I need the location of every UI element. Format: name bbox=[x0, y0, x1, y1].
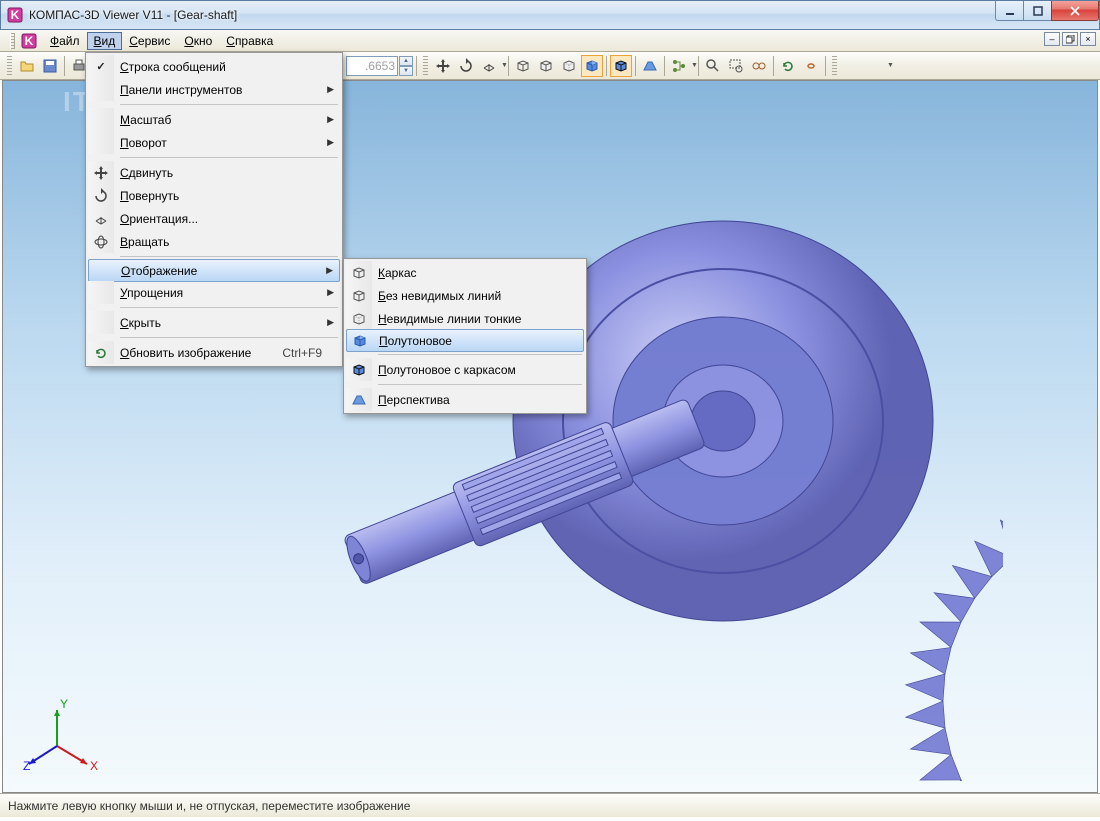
axis-gizmo: Y X Z bbox=[23, 696, 101, 774]
menu-item[interactable]: Полутоновое bbox=[346, 329, 584, 352]
pan-button[interactable] bbox=[432, 55, 454, 77]
shaded-button[interactable] bbox=[581, 55, 603, 77]
toolbar-grip[interactable] bbox=[10, 33, 15, 49]
menu-help[interactable]: Справка bbox=[219, 32, 280, 50]
svg-text:Z: Z bbox=[23, 759, 30, 773]
menu-item[interactable]: Поворот▶ bbox=[88, 131, 340, 154]
svg-text:K: K bbox=[25, 34, 34, 48]
display-submenu-dropdown: КаркасБез невидимых линийНевидимые линии… bbox=[343, 258, 587, 414]
menu-item[interactable]: Сдвинуть bbox=[88, 161, 340, 184]
menu-item[interactable]: Невидимые линии тонкие bbox=[346, 307, 584, 330]
save-button[interactable] bbox=[39, 55, 61, 77]
toolbar-grip[interactable] bbox=[832, 56, 837, 76]
menu-item[interactable]: Перспектива bbox=[346, 388, 584, 411]
title-bar: K КОМПАС-3D Viewer V11 - [Gear-shaft] bbox=[0, 0, 1100, 30]
maximize-button[interactable] bbox=[1023, 1, 1052, 21]
menu-item[interactable]: Повернуть bbox=[88, 184, 340, 207]
rotate-button[interactable] bbox=[455, 55, 477, 77]
link-button[interactable] bbox=[800, 55, 822, 77]
extra2-button[interactable] bbox=[864, 55, 886, 77]
menu-item[interactable]: Масштаб▶ bbox=[88, 108, 340, 131]
wireframe-button[interactable] bbox=[512, 55, 534, 77]
menu-view[interactable]: Вид bbox=[87, 32, 123, 50]
status-bar: Нажмите левую кнопку мыши и, не отпуская… bbox=[0, 793, 1100, 817]
view-menu-dropdown: ✓Строка сообщенийПанели инструментов▶ Мас… bbox=[85, 52, 343, 367]
status-text: Нажмите левую кнопку мыши и, не отпуская… bbox=[8, 799, 410, 813]
extra1-button[interactable] bbox=[841, 55, 863, 77]
mdi-restore-button[interactable] bbox=[1062, 32, 1078, 46]
toolbar-grip[interactable] bbox=[423, 56, 428, 76]
menu-item[interactable]: Панели инструментов▶ bbox=[88, 78, 340, 101]
menu-file[interactable]: Файл bbox=[43, 32, 87, 50]
zoom-spinner[interactable]: ▲▼ bbox=[399, 56, 413, 76]
orient-button[interactable] bbox=[478, 55, 500, 77]
menu-item[interactable]: Вращать bbox=[88, 230, 340, 253]
menu-item[interactable]: ✓Строка сообщений bbox=[88, 55, 340, 78]
app-icon: K bbox=[7, 7, 23, 23]
window-title: КОМПАС-3D Viewer V11 - [Gear-shaft] bbox=[29, 8, 237, 22]
menu-window[interactable]: Окно bbox=[177, 32, 219, 50]
mdi-minimize-button[interactable]: – bbox=[1044, 32, 1060, 46]
menu-item[interactable]: Отображение▶ bbox=[88, 259, 340, 282]
tree-button[interactable] bbox=[668, 55, 690, 77]
thinhidden-button[interactable] bbox=[558, 55, 580, 77]
menu-item[interactable]: Каркас bbox=[346, 261, 584, 284]
toolbar-grip[interactable] bbox=[7, 56, 12, 76]
svg-text:X: X bbox=[90, 759, 98, 773]
shaded-wf-button[interactable] bbox=[610, 55, 632, 77]
menu-item[interactable]: Обновить изображениеCtrl+F9 bbox=[88, 341, 340, 364]
svg-text:K: K bbox=[11, 8, 20, 22]
doc-icon: K bbox=[21, 33, 37, 49]
menu-item[interactable]: Упрощения▶ bbox=[88, 281, 340, 304]
gear-shaft-model bbox=[303, 141, 1003, 781]
svg-text:Y: Y bbox=[60, 697, 68, 711]
zoom-window-button[interactable] bbox=[725, 55, 747, 77]
perspective-button[interactable] bbox=[639, 55, 661, 77]
measure-button[interactable] bbox=[748, 55, 770, 77]
open-button[interactable] bbox=[16, 55, 38, 77]
nohidden-button[interactable] bbox=[535, 55, 557, 77]
menu-service[interactable]: Сервис bbox=[122, 32, 177, 50]
mdi-close-button[interactable]: × bbox=[1080, 32, 1096, 46]
zoom-input[interactable] bbox=[346, 56, 398, 76]
menu-item[interactable]: Ориентация... bbox=[88, 207, 340, 230]
refresh-button[interactable] bbox=[777, 55, 799, 77]
zoom-fit-button[interactable] bbox=[702, 55, 724, 77]
close-button[interactable] bbox=[1051, 1, 1099, 21]
menu-item[interactable]: Скрыть▶ bbox=[88, 311, 340, 334]
minimize-button[interactable] bbox=[995, 1, 1024, 21]
menu-item[interactable]: Без невидимых линий bbox=[346, 284, 584, 307]
menu-item[interactable]: Полутоновое с каркасом bbox=[346, 358, 584, 381]
menu-bar: K Файл Вид Сервис Окно Справка – × bbox=[0, 30, 1100, 52]
